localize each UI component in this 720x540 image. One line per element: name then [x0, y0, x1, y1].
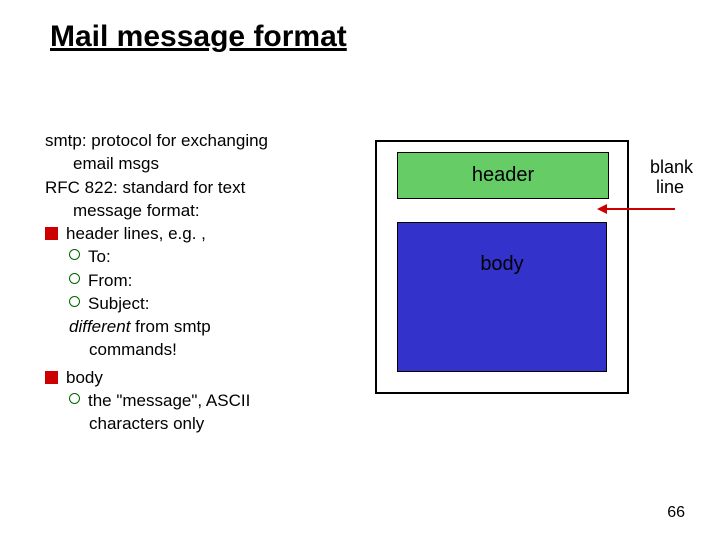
bullet-item: header lines, e.g. ,	[45, 223, 345, 244]
slide-title: Mail message format	[50, 20, 347, 54]
sub-bullet-item: the "message", ASCII	[69, 390, 345, 411]
circle-bullet-icon	[69, 273, 80, 284]
sub-bullet-item: To:	[69, 246, 345, 267]
text-line: smtp: protocol for exchanging	[45, 130, 345, 151]
sub-list: To: From: Subject: different from smtp c…	[45, 246, 345, 360]
body-box: body	[397, 222, 607, 372]
text-line: commands!	[69, 339, 345, 360]
text: blank	[650, 158, 693, 178]
message-diagram: header body	[375, 140, 629, 394]
sub-bullet-item: From:	[69, 270, 345, 291]
italic-text: different	[69, 317, 130, 336]
sub-bullet-text: Subject:	[88, 293, 149, 314]
page-number: 66	[667, 504, 685, 522]
text-line: email msgs	[45, 153, 345, 174]
text-line: RFC 822: standard for text	[45, 177, 345, 198]
bullet-text: header lines, e.g. ,	[66, 223, 206, 244]
body-label: body	[480, 253, 523, 276]
arrow-line	[605, 208, 675, 210]
header-label: header	[472, 164, 534, 187]
circle-bullet-icon	[69, 296, 80, 307]
header-box: header	[397, 152, 609, 199]
text: from smtp	[130, 317, 210, 336]
sub-bullet-text: the "message", ASCII	[88, 390, 250, 411]
bullet-text: body	[66, 367, 103, 388]
slide: Mail message format smtp: protocol for e…	[0, 0, 720, 540]
sub-bullet-text: To:	[88, 246, 111, 267]
sub-bullet-text: From:	[88, 270, 132, 291]
text-line: characters only	[69, 413, 345, 434]
square-bullet-icon	[45, 227, 58, 240]
bullet-item: body	[45, 367, 345, 388]
text-line: message format:	[45, 200, 345, 221]
arrow-head-icon	[597, 204, 607, 214]
sub-list: the "message", ASCII characters only	[45, 390, 345, 435]
blank-line-label: blank line	[650, 158, 693, 198]
circle-bullet-icon	[69, 393, 80, 404]
square-bullet-icon	[45, 371, 58, 384]
text-line: different from smtp	[69, 316, 345, 337]
left-column: smtp: protocol for exchanging email msgs…	[45, 130, 345, 436]
circle-bullet-icon	[69, 249, 80, 260]
text: line	[650, 178, 693, 198]
sub-bullet-item: Subject:	[69, 293, 345, 314]
